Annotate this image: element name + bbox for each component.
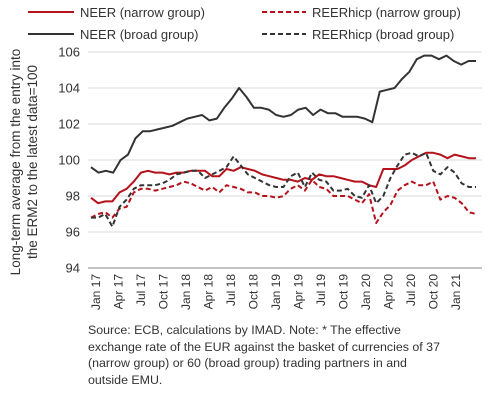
x-tick-label: Apr 20 (382, 274, 396, 310)
series-line-1 (90, 178, 477, 224)
y-tick-label: 102 (58, 117, 80, 132)
y-tick-label: 98 (66, 189, 80, 204)
x-tick-label: Oct 20 (427, 274, 441, 310)
x-axis-ticks: Jan 17 Apr 17 Jul 17 Oct 17 Jan 18 Apr 18 Jul … (89, 274, 463, 310)
y-tick-label: 94 (66, 261, 80, 276)
legend-entry-neer-narrow: NEER (narrow group) (80, 5, 205, 20)
x-tick-label: Jan 20 (359, 274, 373, 310)
y-tick-label: 104 (58, 81, 80, 96)
y-tick-label: 106 (58, 45, 80, 60)
x-tick-label: Jan 21 (449, 274, 463, 310)
x-tick-label: Jan 17 (89, 274, 103, 310)
x-tick-label: Jan 18 (179, 274, 193, 310)
legend-entry-reer-broad: REERhicp (broad group) (312, 27, 454, 42)
series-line-3 (91, 151, 476, 228)
series-line-2 (90, 54, 476, 174)
note-line: (narrow group) or 60 (broad group) tradi… (88, 356, 407, 370)
legend-entry-reer-narrow: REERhicp (narrow group) (312, 5, 461, 20)
x-tick-label: Oct 19 (337, 274, 351, 310)
note-line: Source: ECB, calculations by IMAD. Note:… (88, 323, 401, 337)
y-axis-ticks: 94 96 98 100 102 104 106 (58, 45, 80, 276)
legend: NEER (narrow group) REERhicp (narrow gro… (28, 5, 461, 42)
x-tick-label: Apr 19 (292, 274, 306, 310)
series-lines (90, 54, 477, 228)
x-tick-label: Jan 19 (269, 274, 283, 310)
note-line: exchange rate of the EUR against the bas… (88, 339, 440, 354)
x-tick-label: Apr 17 (111, 274, 125, 310)
y-axis-label-line-2: the ERM2 to the latest data=100 (25, 65, 40, 259)
series-line-0 (90, 151, 476, 205)
x-tick-label: Oct 17 (156, 274, 170, 310)
x-tick-label: Jul 17 (134, 274, 148, 306)
legend-entry-neer-broad: NEER (broad group) (80, 27, 199, 42)
y-tick-label: 100 (58, 153, 80, 168)
x-tick-label: Jul 20 (404, 274, 418, 306)
y-tick-label: 96 (66, 225, 80, 240)
y-axis-label-line-1: Long-term average from the entry into (8, 49, 23, 276)
chart-area: NEER (narrow group) REERhicp (narrow gro… (8, 5, 482, 310)
x-tick-label: Jul 19 (314, 274, 328, 306)
x-tick-label: Jul 18 (224, 274, 238, 306)
source-note: Source: ECB, calculations by IMAD. Note:… (88, 322, 484, 388)
x-tick-label: Oct 18 (246, 274, 260, 310)
x-tick-label: Apr 18 (201, 274, 215, 310)
note-line: outside EMU. (88, 372, 163, 387)
gridlines (88, 51, 482, 269)
